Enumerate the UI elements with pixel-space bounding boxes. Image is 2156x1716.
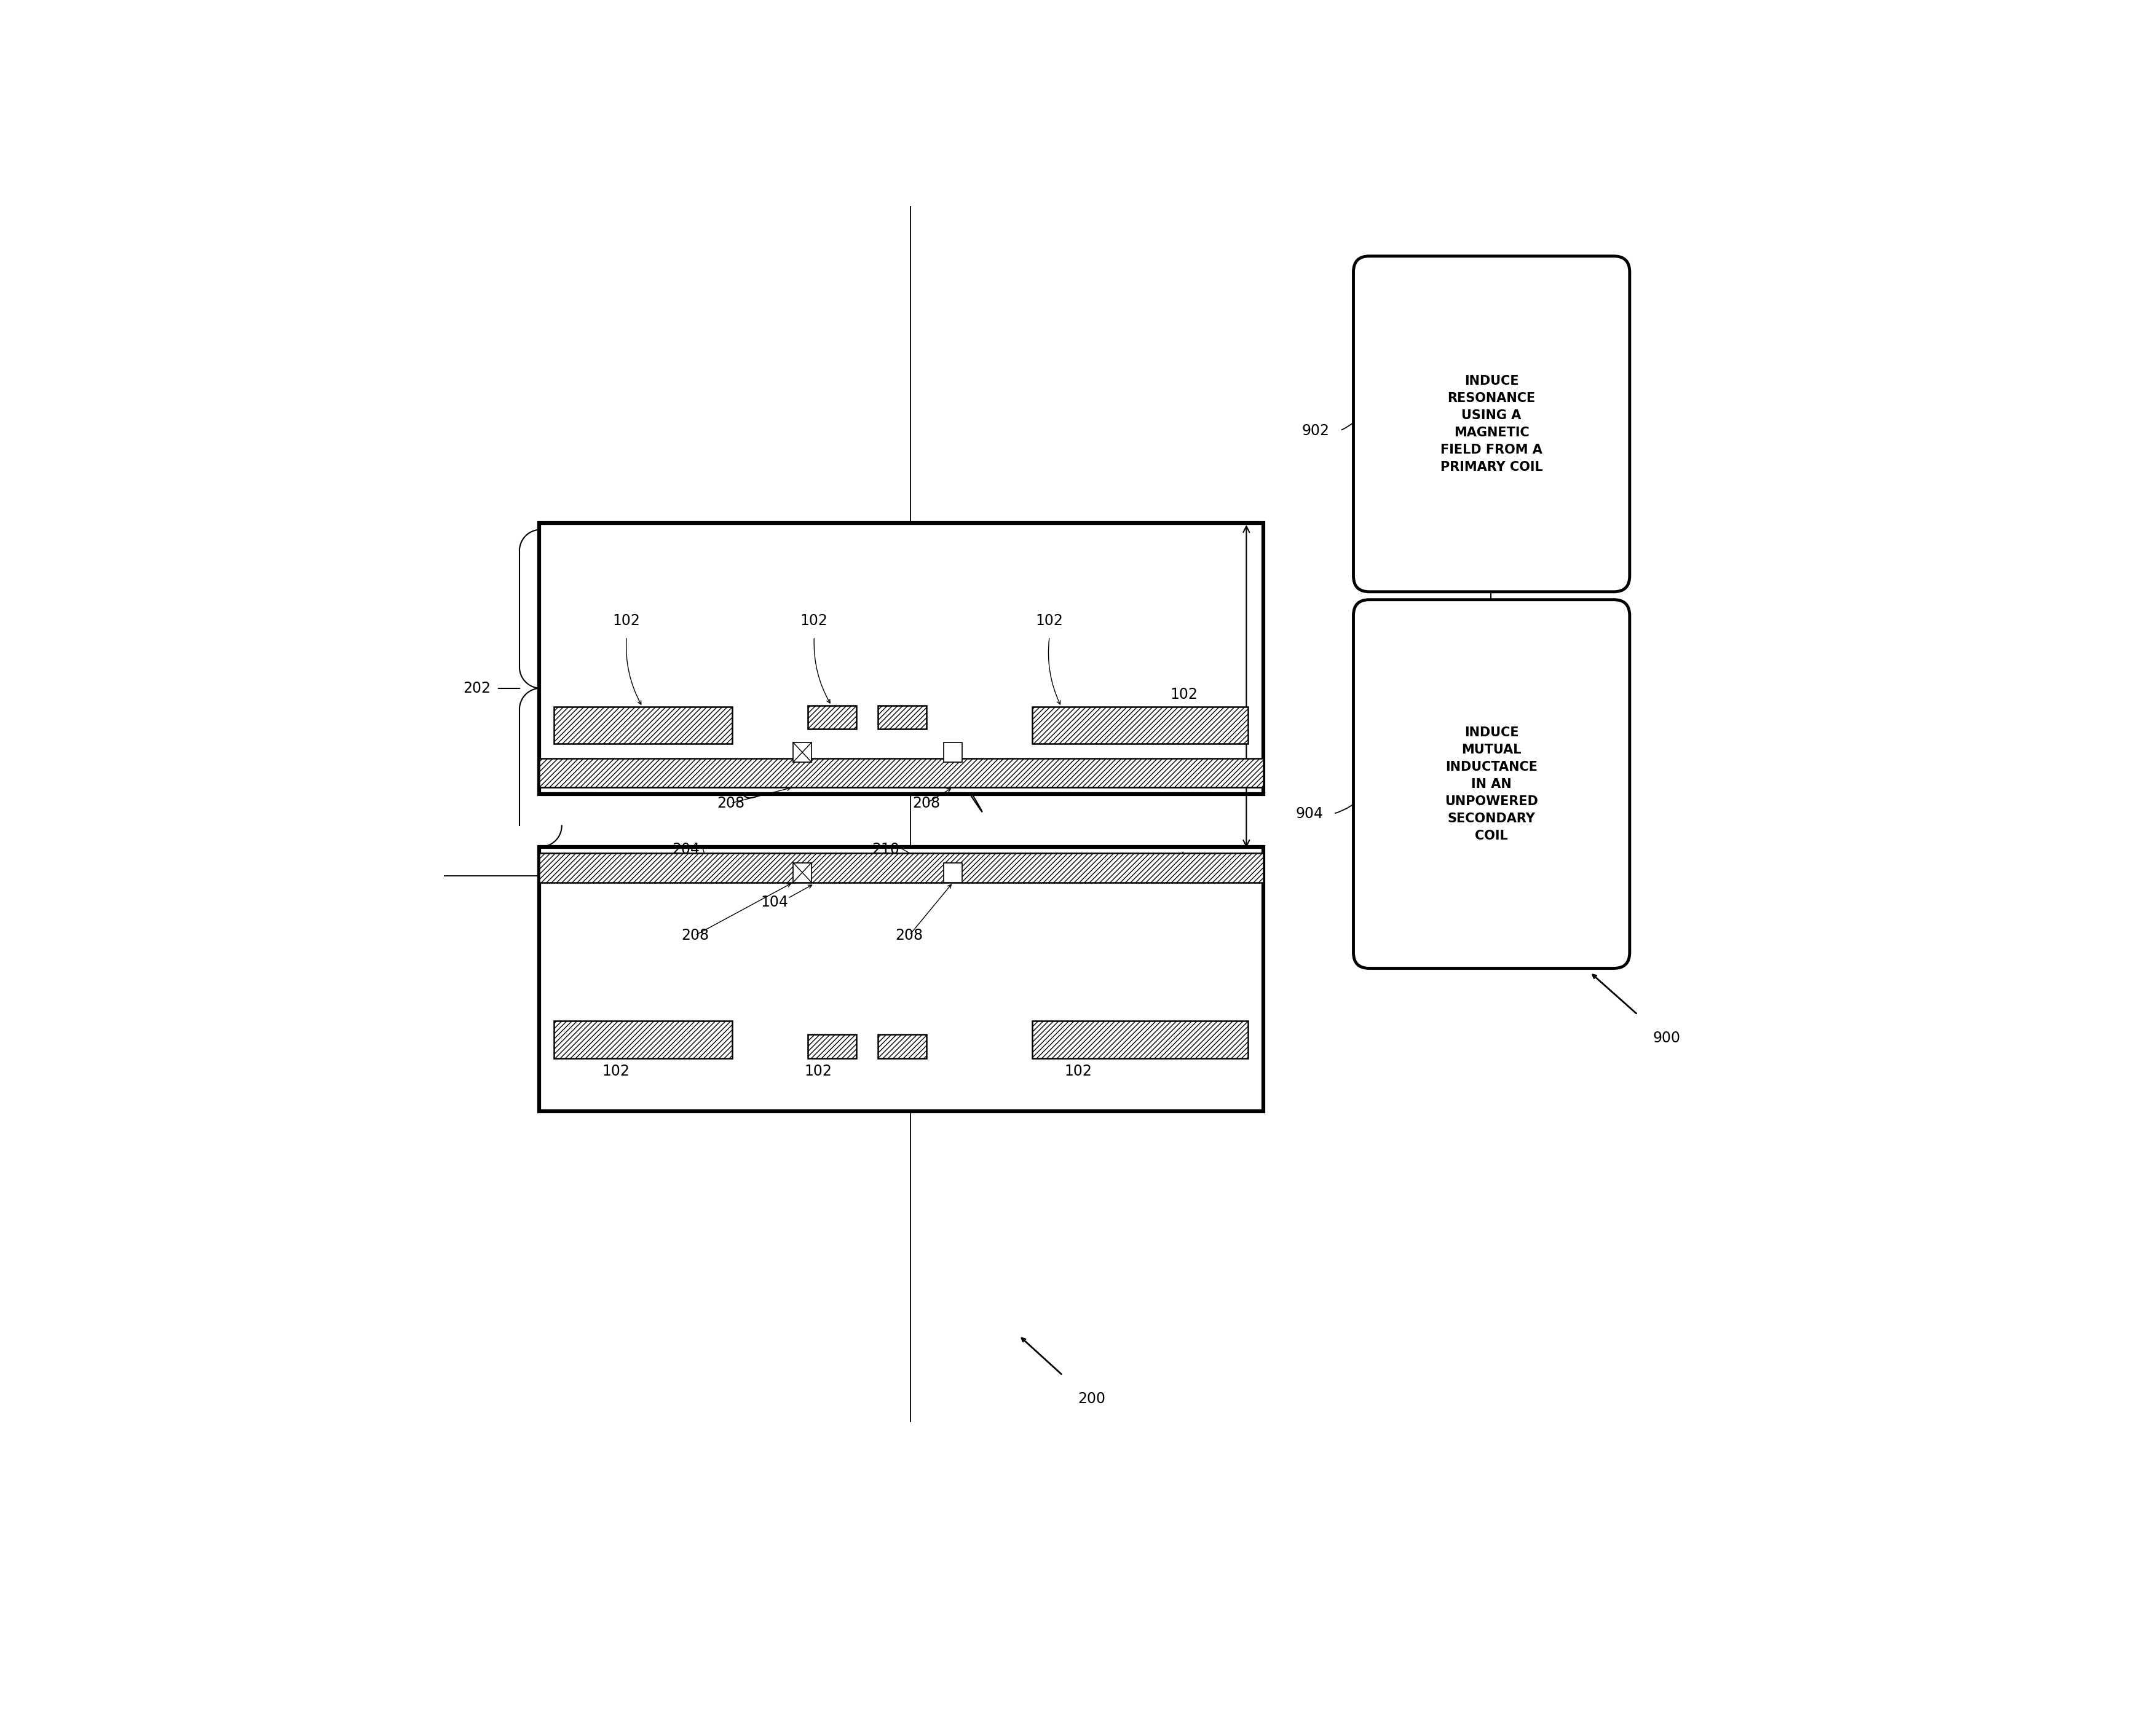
Bar	[1033, 1021, 1248, 1059]
Text: 102: 102	[804, 1064, 832, 1079]
Bar	[539, 758, 1263, 788]
Text: 102: 102	[612, 613, 640, 628]
Text: 208: 208	[895, 928, 923, 942]
Text: 900: 900	[1654, 1031, 1680, 1045]
Text: 208: 208	[718, 796, 744, 810]
Bar	[539, 853, 1263, 882]
Text: INDUCE
RESONANCE
USING A
MAGNETIC
FIELD FROM A
PRIMARY COIL: INDUCE RESONANCE USING A MAGNETIC FIELD …	[1440, 374, 1544, 474]
Bar	[944, 863, 962, 882]
Bar	[539, 846, 1263, 1110]
Text: 102: 102	[1171, 688, 1199, 702]
Bar	[808, 705, 856, 729]
Text: 102: 102	[602, 1064, 630, 1079]
Text: 210: 210	[871, 843, 899, 856]
Text: 902: 902	[1302, 424, 1330, 438]
Text: 102: 102	[800, 613, 828, 628]
Bar	[793, 743, 811, 762]
Bar	[554, 1021, 733, 1059]
Text: 206: 206	[1181, 769, 1210, 784]
Text: 200: 200	[1078, 1392, 1106, 1407]
Text: 208: 208	[681, 928, 709, 942]
Bar	[539, 523, 1263, 795]
Text: 102: 102	[1035, 613, 1063, 628]
Bar	[793, 863, 811, 882]
Bar	[877, 1035, 927, 1059]
Text: 102: 102	[1065, 1064, 1093, 1079]
Bar	[1033, 707, 1248, 743]
Text: 202: 202	[464, 681, 492, 695]
Text: 904: 904	[1296, 807, 1324, 820]
FancyBboxPatch shape	[1354, 256, 1630, 592]
Text: 102: 102	[1171, 860, 1199, 873]
Text: 208: 208	[912, 796, 940, 810]
Bar	[808, 1035, 856, 1059]
Text: 204: 204	[673, 843, 701, 856]
Bar	[944, 743, 962, 762]
Bar	[554, 707, 733, 743]
Bar	[877, 705, 927, 729]
Text: 104: 104	[761, 894, 789, 909]
FancyBboxPatch shape	[1354, 599, 1630, 968]
Text: INDUCE
MUTUAL
INDUCTANCE
IN AN
UNPOWERED
SECONDARY
COIL: INDUCE MUTUAL INDUCTANCE IN AN UNPOWERED…	[1445, 726, 1537, 843]
